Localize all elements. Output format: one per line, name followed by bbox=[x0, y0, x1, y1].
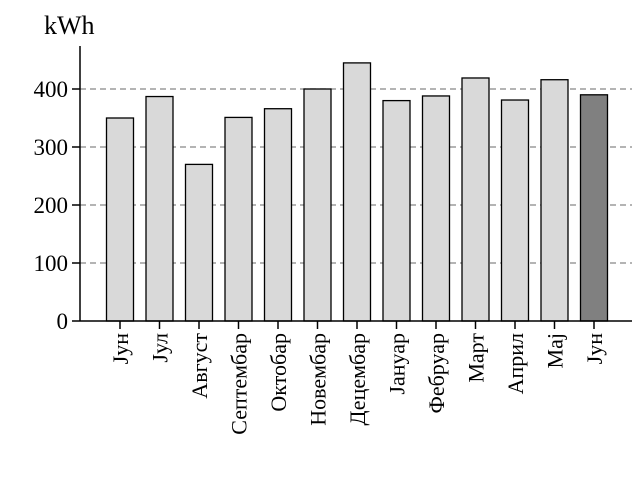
x-tick-label: Октобар bbox=[266, 333, 291, 412]
y-tick-label: 100 bbox=[34, 251, 69, 276]
x-tick-label: Мај bbox=[543, 333, 568, 368]
y-tick-label: 300 bbox=[34, 135, 69, 160]
x-tick-label: Децембар bbox=[345, 333, 370, 425]
x-tick-label: Јун bbox=[108, 333, 133, 365]
bar-5 bbox=[263, 108, 293, 322]
bar-9 bbox=[421, 95, 451, 322]
bar-10 bbox=[461, 77, 490, 322]
y-axis-ticks: 0 100 200 300 400 bbox=[34, 77, 80, 334]
y-tick-label: 400 bbox=[34, 77, 69, 102]
bar-13 bbox=[579, 94, 609, 322]
bar-7 bbox=[342, 62, 372, 322]
x-tick-label: Јул bbox=[148, 333, 173, 363]
x-tick-label: Септембар bbox=[227, 333, 252, 435]
bars bbox=[105, 62, 609, 322]
x-tick-label: Април bbox=[503, 333, 528, 394]
y-tick-label: 200 bbox=[34, 193, 69, 218]
x-tick-label: Јун bbox=[582, 333, 607, 365]
x-tick-label: Март bbox=[464, 333, 489, 383]
bar-11 bbox=[500, 99, 530, 322]
bar-8 bbox=[382, 99, 411, 322]
x-tick-label: Јануар bbox=[385, 333, 410, 395]
x-tick-label: Новембар bbox=[306, 333, 331, 426]
x-tick-label: Фебруар bbox=[424, 333, 449, 414]
y-tick-label: 0 bbox=[57, 309, 69, 334]
bar-1 bbox=[105, 117, 135, 322]
bar-2 bbox=[145, 95, 174, 322]
x-tick-label: Август bbox=[187, 333, 212, 399]
bar-4 bbox=[224, 116, 253, 322]
y-axis-unit-label: kWh bbox=[44, 11, 95, 40]
bar-12 bbox=[540, 79, 569, 322]
bar-3 bbox=[184, 163, 214, 322]
bar-6 bbox=[303, 88, 332, 322]
x-axis-ticks: Јун Јул Август Септембар Октобар Новембар Деце… bbox=[108, 321, 607, 435]
